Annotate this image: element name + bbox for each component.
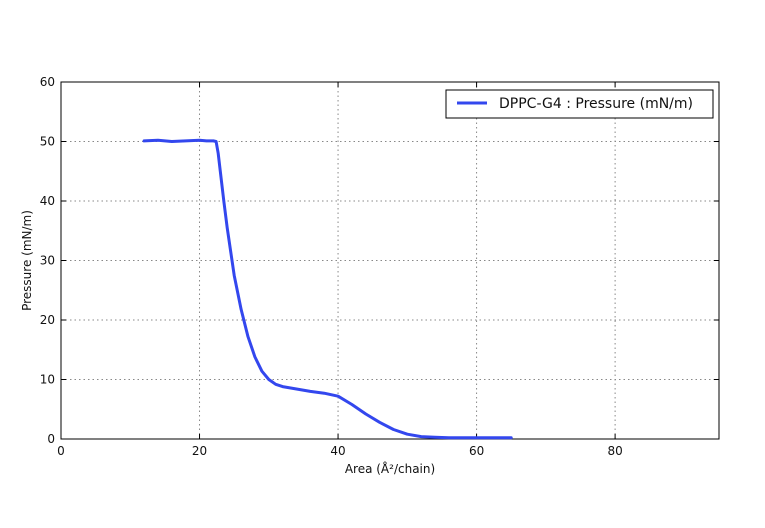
y-tick-label: 50 (40, 135, 55, 149)
x-tick-label: 0 (57, 444, 65, 458)
series-line (142, 138, 513, 440)
x-axis-title: Area (Å²/chain) (345, 461, 435, 476)
y-tick-label: 40 (40, 194, 55, 208)
x-tick-label: 20 (192, 444, 207, 458)
legend: DPPC-G4 : Pressure (mN/m) (445, 89, 714, 119)
series-layer (142, 138, 513, 440)
y-tick-label: 30 (40, 254, 55, 268)
legend-entry-label: DPPC-G4 : Pressure (mN/m) (499, 96, 693, 112)
y-tick-label: 10 (40, 373, 55, 387)
y-tick-label: 0 (47, 432, 55, 446)
y-tick-label: 20 (40, 313, 55, 327)
x-tick-label: 60 (469, 444, 484, 458)
x-tick-label: 40 (330, 444, 345, 458)
legend-box (445, 89, 714, 119)
grid-lines (61, 82, 719, 439)
axis-ticks: 0 20 40 60 80 0 10 20 30 40 50 60 (40, 75, 719, 458)
y-axis-title: Pressure (mN/m) (20, 210, 34, 311)
x-tick-label: 80 (607, 444, 622, 458)
y-tick-label: 60 (40, 75, 55, 89)
